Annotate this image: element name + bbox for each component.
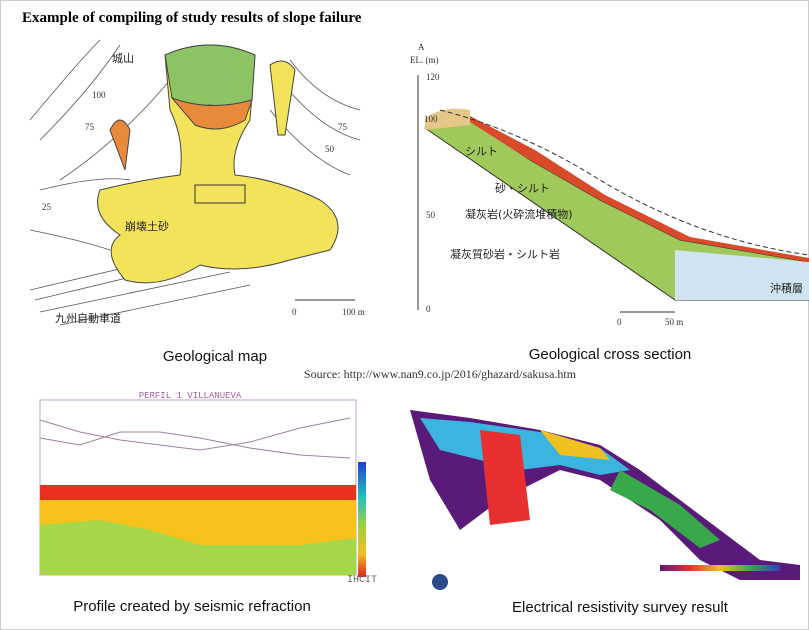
- map-label: 75: [85, 122, 95, 132]
- source: Source: http://www.nan9.co.jp/2016/ghaza…: [304, 367, 577, 381]
- caption: Profile created by seismic refraction: [73, 598, 311, 615]
- section-label: 50: [426, 210, 436, 220]
- map-label: 100 m: [342, 307, 365, 317]
- section-label: 0: [426, 304, 431, 314]
- caption: Geological cross section: [529, 346, 692, 363]
- section-label: A: [418, 42, 425, 52]
- section-label: EL. (m): [410, 55, 439, 65]
- logo: [432, 574, 448, 590]
- map-label: 九州自動車道: [55, 311, 121, 325]
- layer-1: [40, 485, 356, 500]
- section-label: 0: [617, 317, 622, 327]
- slide: Example of compiling of study results of…: [0, 0, 809, 630]
- section-label: 100: [424, 114, 438, 124]
- map-label: 0: [292, 307, 297, 317]
- section-label: 凝灰岩(火砕流堆積物): [465, 207, 573, 221]
- caption: Geological map: [163, 348, 267, 365]
- map-label: 崩壊土砂: [125, 219, 169, 233]
- title: Example of compiling of study results of…: [22, 10, 362, 26]
- colorbar: [660, 565, 780, 571]
- map-label: 50: [325, 144, 335, 154]
- map-label: 城山: [112, 52, 134, 65]
- logo-text: IHCIT: [347, 575, 377, 586]
- scarp: [165, 45, 255, 107]
- section-label: 凝灰質砂岩・シルト岩: [450, 247, 560, 261]
- section-label: 120: [426, 72, 440, 82]
- section-label: 沖積層: [770, 281, 803, 295]
- section-label: 砂・シルト: [495, 182, 550, 195]
- map-label: 25: [42, 202, 52, 212]
- plot-title: PERFIL 1 VILLANUEVA: [139, 391, 242, 401]
- section-label: 50 m: [665, 317, 683, 327]
- map-label: 100: [92, 90, 106, 100]
- colorbar: [358, 462, 366, 577]
- map-label: 75: [338, 122, 348, 132]
- section-label: シルト: [465, 145, 498, 158]
- seismic-profile: PERFIL 1 VILLANUEVA IHCIT: [40, 391, 377, 586]
- caption: Electrical resistivity survey result: [512, 599, 729, 616]
